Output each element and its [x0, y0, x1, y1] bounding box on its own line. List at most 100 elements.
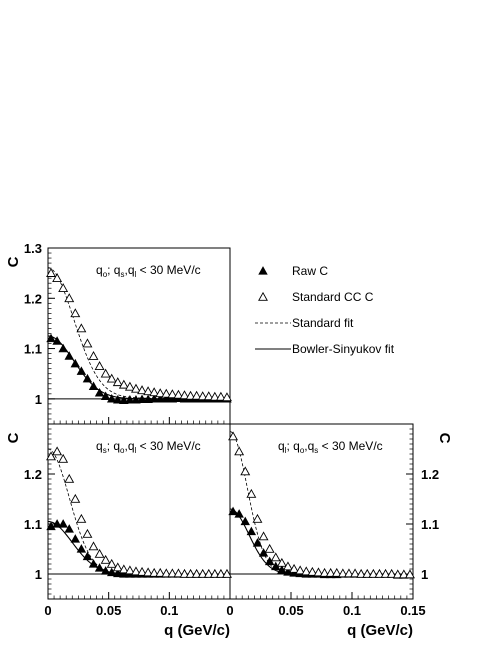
standard-cc-point — [118, 564, 129, 574]
y-axis-title: C — [5, 432, 22, 443]
raw-c-point — [149, 394, 159, 403]
standard-cc-point — [185, 390, 196, 400]
bowler-sinyukov-fit-curve — [47, 520, 230, 575]
raw-c-point — [252, 538, 263, 547]
raw-c-point — [228, 506, 238, 516]
raw-c-point — [100, 566, 111, 575]
standard-cc-point — [185, 568, 196, 578]
standard-cc-point — [64, 293, 75, 303]
raw-c-point — [143, 394, 153, 404]
standard-cc-point — [167, 568, 178, 578]
raw-c-point — [82, 551, 93, 561]
raw-c-point — [52, 336, 62, 345]
raw-c-point — [58, 343, 68, 353]
raw-c-point — [88, 559, 99, 568]
standard-cc-point — [289, 563, 300, 573]
raw-c-point — [46, 333, 56, 343]
x-tick-label: 0 — [44, 603, 51, 618]
standard-cc-point — [203, 568, 214, 578]
standard-cc-point — [246, 488, 257, 498]
standard-cc-point — [46, 268, 56, 277]
standard-cc-point — [337, 568, 348, 578]
raw-c-point — [94, 563, 105, 572]
standard-cc-point — [258, 531, 269, 541]
standard-cc-point — [58, 453, 69, 463]
raw-c-point — [58, 519, 68, 528]
x-axis-title: q (GeV/c) — [347, 622, 413, 639]
raw-c-point — [137, 394, 147, 404]
raw-c-point — [113, 395, 123, 404]
standard-cc-point — [264, 543, 275, 553]
standard-cc-point — [276, 557, 287, 567]
panel-cut-annotation: qo; qs,ql < 30 MeV/c — [96, 263, 201, 279]
standard-cc-point — [222, 568, 232, 578]
raw-c-point — [46, 521, 56, 531]
standard-cc-point — [70, 493, 81, 503]
x-axis-title: q (GeV/c) — [164, 622, 230, 639]
y-tick-label: 1 — [421, 567, 428, 582]
raw-c-point — [161, 394, 172, 403]
raw-c-point — [155, 394, 165, 403]
standard-cc-point — [131, 383, 141, 393]
standard-fit-curve — [47, 267, 231, 400]
standard-cc-point — [76, 323, 87, 333]
standard-cc-point — [197, 391, 208, 401]
y-tick-label: 1.2 — [24, 291, 42, 306]
standard-cc-point — [215, 568, 226, 578]
standard-cc-point — [398, 569, 409, 579]
standard-cc-point — [215, 391, 226, 401]
raw-c-point — [88, 381, 99, 390]
standard-cc-point — [173, 568, 184, 578]
standard-cc-point — [319, 567, 330, 577]
standard-cc-point — [179, 390, 190, 400]
x-tick-label: 0.15 — [400, 603, 425, 618]
y-tick-label: 1 — [35, 392, 42, 407]
standard-cc-point — [362, 568, 373, 578]
raw-c-point — [64, 351, 74, 360]
standard-cc-point — [52, 273, 63, 282]
standard-cc-point — [179, 568, 190, 578]
standard-cc-point — [313, 567, 324, 577]
standard-cc-point — [392, 569, 403, 579]
standard-cc-point — [143, 567, 154, 577]
panel-cut-annotation: ql; qo,qs < 30 MeV/c — [278, 439, 383, 455]
standard-cc-point — [94, 548, 105, 558]
standard-cc-point — [76, 513, 87, 523]
x-tick-label: 0 — [226, 603, 233, 618]
standard-cc-point — [161, 568, 172, 578]
standard-cc-point — [222, 392, 232, 402]
y-tick-label: 1.1 — [24, 342, 42, 357]
standard-cc-point — [380, 568, 391, 578]
standard-cc-point — [52, 446, 63, 456]
standard-cc-point — [149, 567, 160, 577]
standard-cc-point — [64, 473, 75, 483]
standard-cc-point — [167, 389, 178, 399]
raw-c-point — [246, 526, 257, 536]
standard-cc-point — [100, 554, 111, 564]
raw-c-point — [131, 395, 141, 404]
standard-cc-point — [161, 388, 172, 398]
legend-label: Raw C — [292, 264, 328, 278]
raw-c-point — [119, 395, 129, 405]
standard-cc-point — [118, 379, 129, 389]
standard-cc-point — [301, 566, 312, 576]
standard-cc-point — [112, 562, 123, 572]
standard-cc-point — [234, 446, 245, 456]
x-tick-label: 0.05 — [96, 603, 121, 618]
standard-cc-point — [58, 283, 69, 293]
legend-label: Bowler-Sinyukov fit — [292, 342, 395, 356]
standard-cc-point — [100, 368, 111, 378]
standard-cc-point — [240, 466, 251, 476]
raw-c-point — [94, 388, 105, 397]
raw-c-point — [100, 391, 111, 401]
standard-cc-point — [209, 568, 220, 578]
standard-cc-point — [386, 568, 397, 578]
standard-cc-point — [70, 308, 81, 318]
standard-cc-point — [368, 568, 379, 578]
raw-c-point — [106, 567, 117, 577]
standard-cc-point — [209, 391, 220, 401]
x-tick-label: 0.05 — [278, 603, 303, 618]
standard-cc-point — [149, 387, 160, 397]
